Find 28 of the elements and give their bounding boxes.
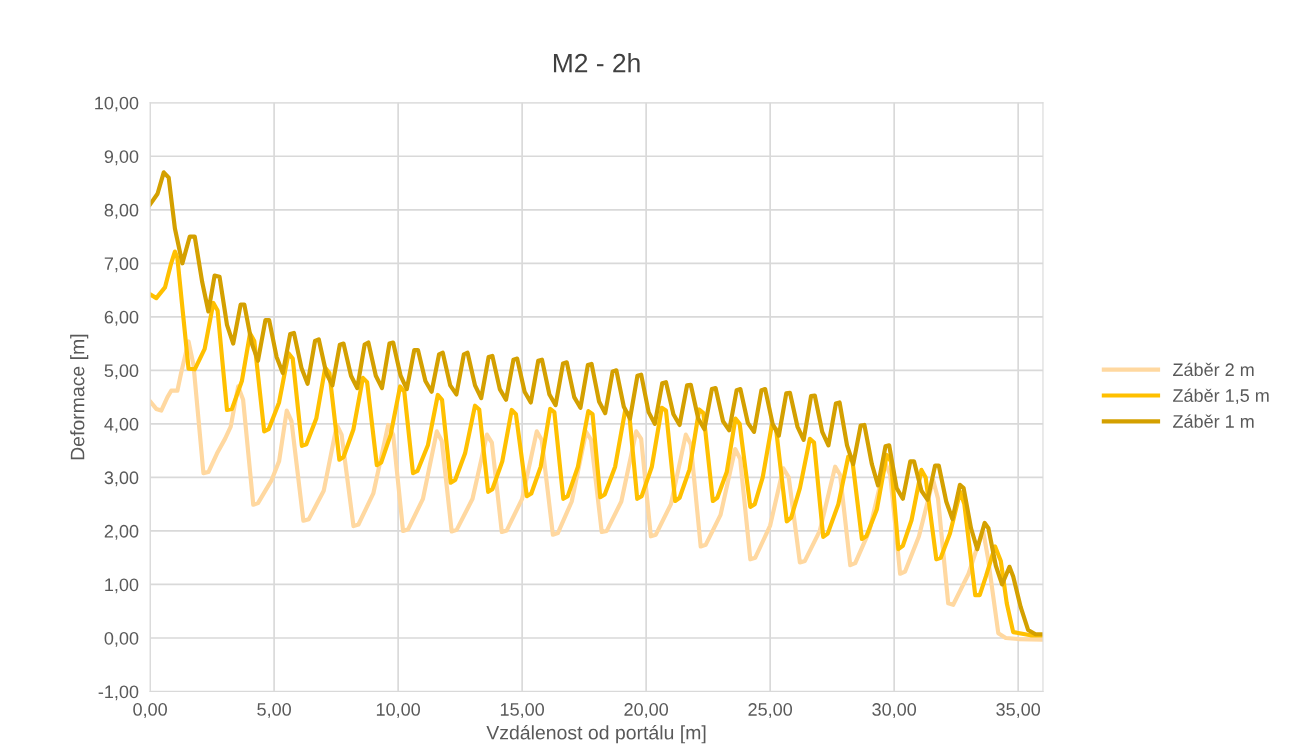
y-tick-label: 8,00 bbox=[104, 203, 139, 219]
chart-title: M2 - 2h bbox=[553, 53, 640, 73]
x-axis-title: Vzdálenost od portálu [m] bbox=[486, 725, 706, 744]
y-tick-label: 6,00 bbox=[104, 310, 139, 326]
x-tick-label: 0,00 bbox=[133, 703, 167, 719]
x-tick-label: 30,00 bbox=[872, 703, 917, 719]
y-tick-label: 4,00 bbox=[104, 417, 139, 433]
y-tick-label: 2,00 bbox=[104, 524, 139, 540]
x-tick-label: 35,00 bbox=[996, 703, 1041, 719]
x-tick-label: 5,00 bbox=[257, 703, 291, 719]
y-tick-label: 1,00 bbox=[105, 578, 139, 594]
x-tick-label: 20,00 bbox=[624, 703, 669, 719]
y-tick-label: 5,00 bbox=[104, 364, 139, 380]
y-tick-label: 7,00 bbox=[104, 257, 139, 273]
line-series bbox=[150, 249, 1043, 638]
y-axis-title: Deformace [m] bbox=[70, 334, 89, 460]
y-tick-label: 3,00 bbox=[104, 471, 139, 487]
y-tick-label: 10,00 bbox=[95, 96, 139, 112]
legend-label: Záběr 2 m bbox=[1173, 362, 1254, 377]
legend-label: Záběr 1 m bbox=[1173, 414, 1254, 428]
x-tick-label: 25,00 bbox=[748, 703, 793, 719]
legend-label: Záběr 1,5 m bbox=[1173, 388, 1269, 405]
x-tick-label: 10,00 bbox=[376, 703, 421, 719]
y-tick-label: 0,00 bbox=[104, 631, 139, 647]
line-series bbox=[150, 170, 1043, 637]
y-tick-label: 9,00 bbox=[104, 150, 139, 166]
x-tick-label: 15,00 bbox=[500, 703, 545, 719]
y-tick-label: -1,00 bbox=[98, 685, 139, 701]
